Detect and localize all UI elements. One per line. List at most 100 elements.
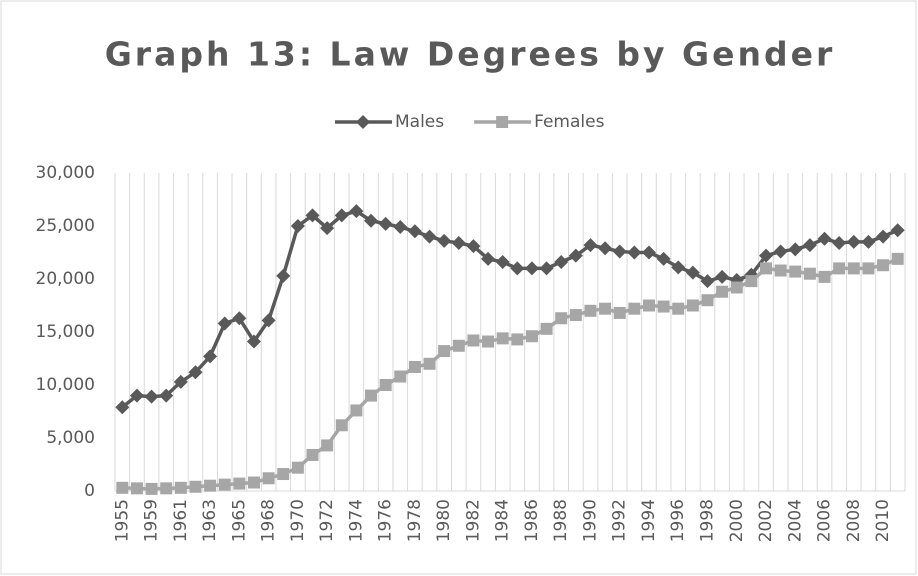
- point: [540, 322, 553, 335]
- x-tick-label: 2004: [785, 499, 805, 542]
- point: [876, 229, 891, 244]
- point: [321, 439, 334, 452]
- point: [569, 309, 582, 322]
- point: [349, 204, 364, 219]
- point: [642, 299, 655, 312]
- point: [584, 304, 597, 317]
- point: [261, 313, 276, 328]
- point: [247, 476, 260, 489]
- point: [672, 302, 685, 315]
- point: [365, 389, 378, 402]
- point: [204, 479, 217, 492]
- point: [276, 268, 291, 283]
- x-tick-label: 2010: [873, 499, 893, 542]
- x-tick-label: 1963: [200, 499, 220, 542]
- x-tick-label: 1965: [229, 499, 249, 542]
- point: [832, 235, 847, 250]
- y-tick-label: 20,000: [36, 269, 95, 289]
- point: [759, 248, 774, 263]
- point: [877, 259, 890, 272]
- y-tick-label: 5,000: [46, 428, 95, 448]
- y-tick-label: 15,000: [36, 322, 95, 342]
- x-tick-label: 1959: [142, 499, 162, 542]
- point: [116, 481, 129, 494]
- point: [334, 208, 349, 223]
- x-tick-label: 1978: [405, 499, 425, 542]
- point: [745, 275, 758, 288]
- point: [481, 251, 496, 266]
- point: [145, 482, 158, 495]
- point: [802, 238, 817, 253]
- point: [144, 389, 159, 404]
- chart-title: Graph 13: Law Degrees by Gender: [105, 35, 836, 74]
- point: [129, 388, 144, 403]
- point: [788, 242, 803, 257]
- x-tick-label: 1992: [610, 499, 630, 542]
- point: [641, 245, 656, 260]
- point: [818, 270, 831, 283]
- point: [627, 245, 642, 260]
- point: [656, 251, 671, 266]
- point: [451, 235, 466, 250]
- point: [846, 234, 861, 249]
- x-tick-label: 1994: [639, 499, 659, 542]
- point: [159, 388, 174, 403]
- point: [466, 239, 481, 254]
- point: [130, 482, 143, 495]
- point: [773, 244, 788, 259]
- point: [774, 264, 787, 277]
- point: [160, 482, 173, 495]
- point: [701, 294, 714, 307]
- point: [583, 238, 598, 253]
- point: [115, 400, 130, 415]
- point: [364, 213, 379, 228]
- x-tick-label: 1984: [493, 499, 513, 542]
- point: [306, 448, 319, 461]
- point: [452, 339, 465, 352]
- point: [393, 220, 408, 235]
- point: [233, 477, 246, 490]
- x-tick-label: 1961: [171, 499, 191, 542]
- point: [496, 332, 509, 345]
- legend-marker: [496, 116, 509, 128]
- point: [686, 299, 699, 312]
- point: [408, 360, 421, 373]
- x-tick-label: 1990: [580, 499, 600, 542]
- point: [716, 285, 729, 298]
- point: [730, 281, 743, 294]
- point: [555, 312, 568, 325]
- x-tick-label: 1982: [463, 499, 483, 542]
- point: [467, 334, 480, 347]
- y-tick-label: 10,000: [36, 375, 95, 395]
- x-tick-label: 1968: [259, 499, 279, 542]
- legend-marker: [356, 115, 370, 129]
- legend-label: Males: [395, 112, 444, 132]
- point: [700, 274, 715, 289]
- y-tick-label: 0: [84, 481, 95, 501]
- point: [262, 472, 275, 485]
- point: [438, 345, 451, 358]
- point: [628, 302, 641, 315]
- point: [612, 244, 627, 259]
- point: [847, 262, 860, 275]
- x-tick-label: 1974: [346, 499, 366, 542]
- point: [189, 480, 202, 493]
- point: [803, 267, 816, 280]
- point: [760, 262, 773, 275]
- point: [613, 306, 626, 319]
- x-tick-label: 2000: [727, 499, 747, 542]
- point: [482, 335, 495, 348]
- x-tick-label: 1970: [288, 499, 308, 542]
- point: [890, 223, 905, 238]
- x-tick-label: 2006: [815, 499, 835, 542]
- point: [407, 224, 422, 239]
- point: [715, 269, 730, 284]
- y-tick-label: 25,000: [36, 216, 95, 236]
- point: [394, 370, 407, 383]
- point: [539, 261, 554, 276]
- y-tick-label: 30,000: [36, 163, 95, 183]
- legend-label: Females: [534, 112, 604, 132]
- point: [495, 255, 510, 270]
